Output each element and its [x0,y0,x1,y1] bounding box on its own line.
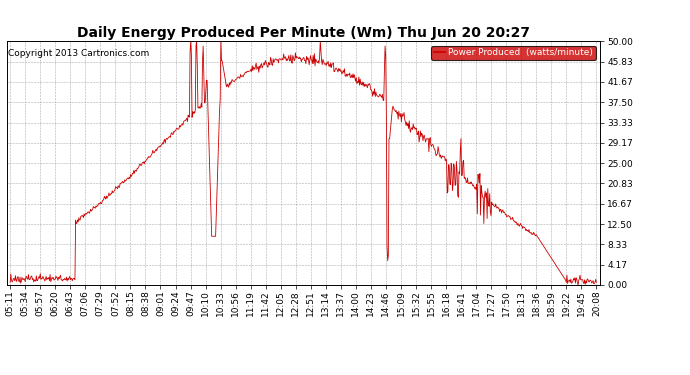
Text: Copyright 2013 Cartronics.com: Copyright 2013 Cartronics.com [8,49,149,58]
Legend: Power Produced  (watts/minute): Power Produced (watts/minute) [431,46,595,60]
Title: Daily Energy Produced Per Minute (Wm) Thu Jun 20 20:27: Daily Energy Produced Per Minute (Wm) Th… [77,26,530,40]
